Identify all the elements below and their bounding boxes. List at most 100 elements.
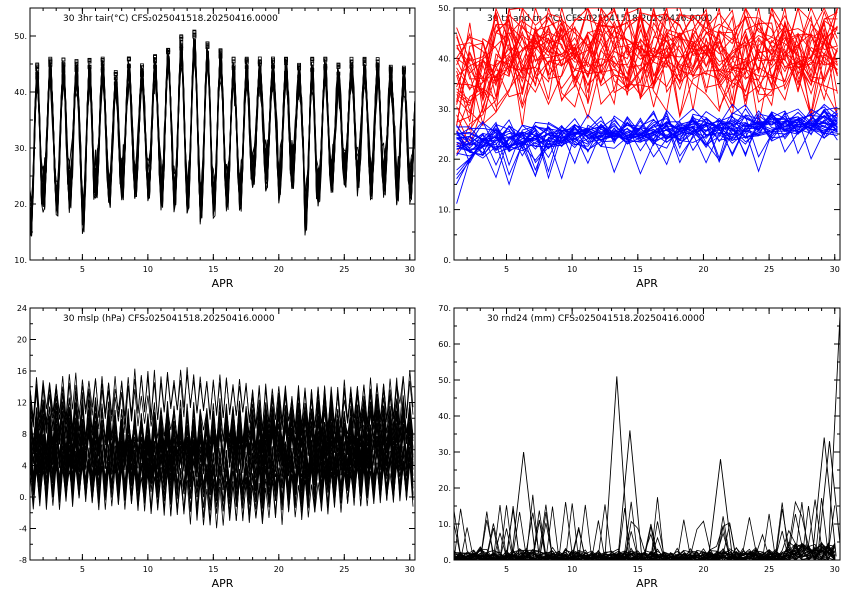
x-tick-label: 25 [764, 565, 774, 574]
tair-peak-marker [336, 64, 341, 69]
tair-peak-marker [362, 61, 367, 66]
plot-frame [453, 307, 841, 561]
x-tick-label: 25 [339, 265, 349, 274]
mslp-member-line [30, 456, 414, 516]
y-tick-label: 4 [22, 462, 27, 471]
rnd24-peak-line [811, 437, 837, 557]
tn-member-line [456, 116, 838, 166]
x-tick-label: 5 [504, 265, 509, 274]
y-tick-label: 12 [17, 399, 27, 408]
tair-peak-marker [415, 72, 418, 75]
rnd24-member-line [454, 505, 836, 560]
tair-peak-marker [271, 56, 275, 61]
tair-panel: 5 10 15 20 25 30 10. 20. 30. 40. 50. APR 30 3hr tair… [14, 7, 418, 290]
x-tick-label: 10 [567, 265, 577, 274]
tair-peak-marker [415, 70, 418, 73]
y-tick-label: 24 [17, 304, 27, 313]
y-tick-label: 30. [14, 144, 27, 153]
y-tick-label: 40. [14, 88, 27, 97]
rnd24-member-line [454, 522, 835, 560]
tair-peak-marker [179, 35, 184, 40]
tair-peak-marker [349, 60, 354, 64]
tair-member-line [30, 44, 415, 222]
mslp-member-line [30, 402, 414, 461]
tx-member-line [456, 16, 838, 114]
tair-peak-marker [415, 70, 418, 73]
x-tick-label: 15 [633, 565, 643, 574]
rnd24-member-line [454, 501, 836, 560]
tx-member-line [456, 14, 838, 147]
y-tick-label: 20 [17, 336, 27, 345]
tx-member-line [456, 8, 838, 117]
y-tick-label: 50. [438, 376, 451, 385]
y-tick-label: 0. [443, 556, 451, 565]
y-tick-label: 16 [17, 367, 27, 376]
tair-peak-marker [113, 72, 118, 76]
tair-peak-marker [192, 32, 197, 37]
x-tick-label: 5 [504, 565, 509, 574]
panel-title: 30 mslp (hPa) CFS₂025041518.20250416.000… [63, 314, 275, 324]
tair-peak-marker [35, 62, 40, 67]
tair-peak-marker [166, 48, 171, 53]
tx-member-line [456, 12, 838, 96]
tair-peak-marker [415, 70, 418, 73]
x-tick-label: 25 [339, 565, 349, 574]
tair-peak-marker [179, 40, 184, 45]
x-tick-label: 5 [80, 265, 85, 274]
x-tick-label: 20 [698, 565, 708, 574]
y-tick-label: 20. [14, 200, 27, 209]
x-tick-label: 30 [405, 265, 415, 274]
tx-member-line [456, 8, 838, 107]
y-tick-label: 60. [438, 340, 451, 349]
tx-member-line [456, 8, 838, 145]
y-tick-label: 70. [438, 304, 451, 313]
y-tick-label: -8 [19, 556, 27, 565]
y-tick-label: 50. [438, 4, 451, 13]
x-tick-label: 15 [208, 565, 218, 574]
rnd24-peak-line [817, 441, 840, 557]
y-tick-label: 20. [438, 484, 451, 493]
series-group [454, 315, 840, 560]
y-tick-label: 50. [14, 32, 27, 41]
x-tick-label: 10 [143, 265, 153, 274]
tair-peak-marker [349, 64, 354, 69]
tx-member-line [456, 8, 838, 126]
tair-peak-marker [284, 56, 288, 61]
tair-peak-marker [126, 57, 131, 62]
tair-peak-marker [87, 57, 92, 62]
tair-peak-marker [113, 76, 118, 81]
y-tick-label: 8 [22, 430, 27, 439]
x-tick-label: 30 [830, 565, 840, 574]
series-group [30, 367, 414, 529]
tair-peak-marker [297, 62, 302, 67]
x-axis-title: APR [636, 277, 658, 290]
x-axis-title: APR [212, 277, 234, 290]
tair-peak-marker [61, 57, 66, 62]
tair-peak-marker [310, 56, 315, 61]
tair-peak-marker [401, 70, 406, 75]
rnd24-peak-line [617, 430, 643, 557]
tn-member-line [456, 114, 838, 204]
x-tick-label: 10 [567, 565, 577, 574]
tx-member-line [456, 18, 838, 97]
tx-member-line [456, 8, 838, 127]
mslp-panel: 5 10 15 20 25 30 -8 -4 0. 4 8 12 16 20 24 APR 30 mslp (h… [17, 304, 416, 590]
x-tick-label: 5 [80, 565, 85, 574]
tair-peak-marker [205, 41, 210, 46]
mslp-member-line [30, 438, 414, 505]
tair-peak-marker [244, 56, 249, 61]
tn-member-line [456, 111, 838, 176]
rnd24-member-line [454, 502, 835, 560]
rnd24-panel: 5 10 15 20 25 30 0. 10. 20. 30. 40. 50. 60. 70. APR 30 … [438, 304, 841, 590]
x-tick-label: 20 [698, 265, 708, 274]
y-tick-label: 40. [438, 412, 451, 421]
x-tick-label: 15 [633, 265, 643, 274]
tn-member-line [456, 115, 838, 152]
x-tick-label: 30 [830, 265, 840, 274]
mslp-member-line [30, 417, 414, 474]
panel-title: 30 rnd24 (mm) CFS₂025041518.20250416.000… [487, 314, 705, 324]
plot-frame [29, 7, 416, 261]
y-tick-label: 10. [14, 256, 27, 265]
